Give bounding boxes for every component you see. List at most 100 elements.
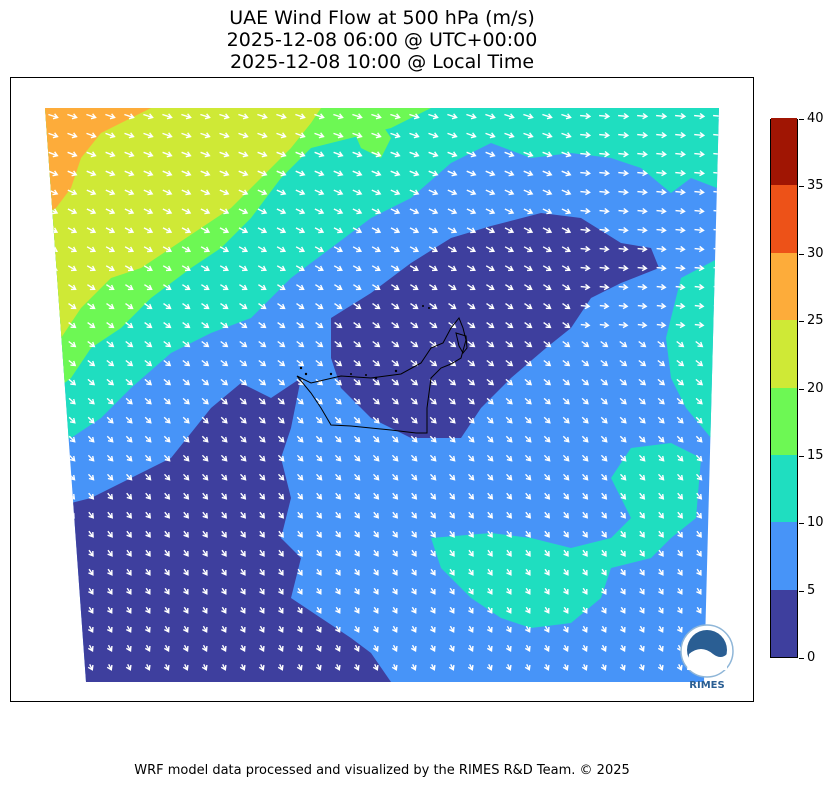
wind-arrow	[601, 568, 607, 576]
wind-arrow	[448, 416, 456, 424]
wind-arrow	[373, 568, 379, 576]
wind-arrow	[715, 568, 719, 576]
wind-arrow	[695, 416, 703, 424]
wind-arrow	[124, 227, 135, 234]
wind-arrow	[125, 284, 134, 291]
wind-arrow	[487, 530, 493, 538]
wind-arrow	[486, 340, 495, 348]
wind-arrow	[677, 530, 683, 538]
wind-arrow	[335, 492, 342, 500]
wind-arrow	[372, 340, 381, 348]
wind-arrow	[562, 378, 571, 386]
wind-arrow	[105, 151, 116, 158]
wind-arrow	[334, 397, 342, 405]
wind-arrow	[315, 397, 323, 405]
wind-arrow	[105, 113, 116, 120]
wind-arrow	[714, 473, 719, 481]
wind-arrow	[354, 530, 360, 538]
wind-arrow	[658, 511, 665, 519]
wind-arrow	[544, 549, 550, 557]
wind-arrow	[657, 454, 665, 462]
wind-arrow	[372, 625, 379, 633]
wind-arrow	[525, 549, 531, 557]
wind-arrow	[372, 378, 381, 386]
wind-arrow	[67, 170, 78, 177]
wind-arrow	[715, 492, 719, 500]
wind-arrow	[675, 283, 686, 291]
colorbar-tick	[799, 523, 804, 524]
wind-arrow	[449, 549, 455, 557]
wind-arrow	[239, 454, 247, 462]
wind-arrow	[49, 663, 56, 671]
wind-arrow	[656, 302, 667, 310]
wind-arrow	[505, 340, 514, 348]
wind-arrow	[639, 568, 645, 576]
wind-arrow	[428, 170, 439, 177]
wind-arrow	[200, 265, 210, 272]
wind-arrow	[447, 265, 457, 272]
wind-arrow	[239, 416, 247, 424]
wind-arrow	[620, 606, 626, 614]
wind-arrow	[467, 644, 474, 652]
wind-arrow	[181, 208, 192, 215]
wind-arrow	[86, 265, 96, 272]
wind-arrow	[429, 644, 436, 652]
wind-arrow	[486, 284, 495, 291]
wind-arrow	[314, 189, 325, 196]
wind-arrow	[449, 587, 455, 595]
wind-arrow	[542, 132, 553, 139]
wind-arrow	[581, 435, 589, 443]
wind-arrow	[694, 207, 705, 215]
wind-arrow	[107, 587, 113, 595]
wind-arrow	[371, 227, 382, 234]
wind-arrow	[372, 397, 380, 405]
wind-arrow	[638, 473, 646, 481]
wind-arrow	[600, 473, 608, 481]
wind-arrow	[677, 549, 683, 557]
wind-arrow	[125, 340, 134, 348]
wind-arrow	[523, 227, 534, 234]
wind-arrow	[543, 454, 551, 462]
wind-arrow	[563, 530, 569, 538]
wind-arrow	[201, 340, 210, 348]
wind-arrow	[410, 663, 417, 671]
wind-arrow	[219, 132, 230, 139]
wind-arrow	[352, 265, 362, 272]
wind-arrow	[619, 644, 626, 652]
wind-arrow	[485, 132, 496, 139]
wind-arrow	[68, 625, 75, 633]
wind-arrow	[562, 397, 570, 405]
wind-arrow	[352, 151, 363, 158]
wind-arrow	[486, 397, 494, 405]
wind-arrow	[504, 265, 514, 272]
wind-arrow	[144, 303, 153, 310]
wind-arrow	[675, 302, 686, 310]
wind-arrow	[619, 416, 627, 424]
wind-arrow	[620, 568, 626, 576]
wind-arrow	[240, 511, 247, 519]
wind-arrow	[295, 151, 306, 158]
wind-arrow	[88, 568, 94, 576]
wind-arrow	[295, 132, 306, 139]
wind-arrow	[391, 340, 400, 348]
wind-arrow	[467, 359, 476, 367]
wind-arrow	[296, 359, 305, 367]
wind-arrow	[316, 492, 323, 500]
wind-arrow	[316, 530, 322, 538]
wind-arrow	[353, 435, 361, 443]
wind-arrow	[581, 454, 589, 462]
wind-arrow	[164, 568, 170, 576]
wind-arrow	[561, 170, 572, 177]
wind-arrow	[86, 246, 97, 253]
wind-arrow	[428, 208, 439, 215]
wind-arrow	[49, 473, 57, 481]
colorbar-tick-label: 0	[807, 650, 816, 665]
wind-arrow	[67, 189, 78, 196]
wind-arrow	[618, 207, 629, 215]
speed-band-10-15-southeast	[431, 443, 701, 628]
wind-arrow	[391, 416, 399, 424]
wind-arrow	[580, 302, 591, 310]
wind-arrow	[429, 303, 438, 310]
wind-arrow	[258, 284, 267, 291]
wind-arrow	[505, 663, 512, 671]
